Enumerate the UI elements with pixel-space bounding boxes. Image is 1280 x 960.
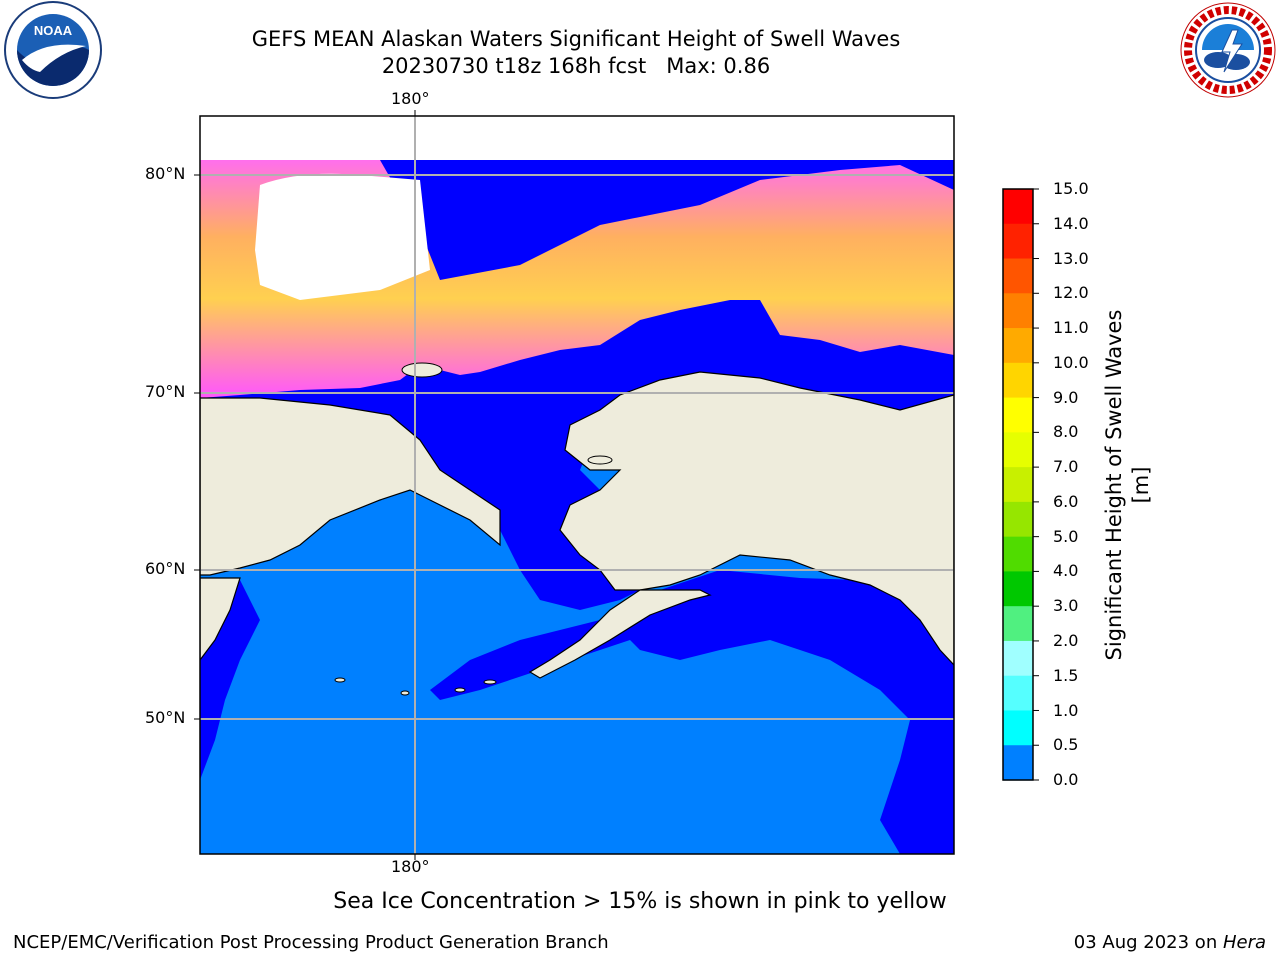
colorbar-segment: [1003, 223, 1033, 260]
colorbar-tick-label: 5.0: [1053, 526, 1079, 546]
sea-ice-note: Sea Ice Concentration > 15% is shown in …: [333, 889, 947, 914]
colorbar-tick-label: 9.0: [1053, 387, 1079, 407]
colorbar-tick-label: 13.0: [1053, 248, 1089, 268]
lat-label-60: 60°N: [145, 559, 186, 578]
colorbar-segment: [1003, 536, 1033, 573]
lat-label-70: 70°N: [145, 382, 186, 401]
colorbar-tick-label: 1.0: [1053, 700, 1079, 720]
land-st-lawrence: [587, 455, 613, 465]
colorbar: [1003, 188, 1039, 781]
colorbar-tick-label: 15.0: [1053, 179, 1089, 198]
max-label: Max: 0.86: [666, 54, 771, 78]
lat-label-50: 50°N: [145, 708, 186, 727]
colorbar-segment: [1003, 640, 1033, 677]
colorbar-segment: [1003, 293, 1033, 329]
credit-host: Hera: [1222, 932, 1266, 953]
credit-left: NCEP/EMC/Verification Post Processing Pr…: [13, 932, 609, 953]
colorbar-segment: [1003, 328, 1033, 364]
colorbar-segment: [1003, 745, 1033, 781]
colorbar-tick-label: 0.0: [1053, 770, 1079, 789]
colorbar-tick-label: 11.0: [1053, 318, 1089, 338]
noaa-wordmark: NOAA: [34, 23, 73, 38]
colorbar-tick-label: 8.0: [1053, 422, 1079, 442]
colorbar-segment: [1003, 710, 1033, 746]
chart-subtitle: 20230730 t18z 168h fcst Max: 0.86: [0, 53, 1152, 80]
colorbar-segment: [1003, 189, 1033, 225]
no-data-top: [200, 116, 954, 160]
colorbar-tick-label: 4.0: [1053, 561, 1079, 581]
lon-label-top: 180°: [391, 89, 430, 108]
colorbar-tick-label: 2.0: [1053, 630, 1079, 650]
colorbar-segment: [1003, 362, 1033, 399]
land-alaska-peninsula: [528, 589, 712, 679]
colorbar-tick-label: 0.5: [1053, 735, 1079, 755]
colorbar-tick-label: 12.0: [1053, 283, 1089, 303]
colorbar-tick-label: 1.5: [1053, 665, 1079, 685]
colorbar-label: Significant Height of Swell Waves [m]: [1102, 309, 1153, 661]
land-kamchatka: [200, 577, 241, 661]
credit-right: 03 Aug 2023 on Hera: [1074, 932, 1266, 953]
land-alaska: [559, 371, 954, 666]
colorbar-segment: [1003, 432, 1033, 468]
run-label: 20230730 t18z 168h fcst: [381, 54, 647, 78]
colorbar-segment: [1003, 675, 1033, 712]
chart-title: GEFS MEAN Alaskan Waters Significant Hei…: [251, 27, 901, 51]
colorbar-segment: [1003, 606, 1033, 642]
colorbar-segment: [1003, 467, 1033, 503]
map-border: [199, 115, 955, 855]
land-wrangel: [401, 362, 443, 378]
colorbar-border: [1002, 188, 1034, 781]
lat-label-80: 80°N: [145, 164, 186, 183]
colorbar-tick-label: 7.0: [1053, 457, 1079, 477]
credit-date: 03 Aug 2023 on: [1073, 932, 1223, 953]
colorbar-segment: [1003, 501, 1033, 538]
no-data-region: [255, 173, 430, 300]
ocean-low-gulf: [620, 570, 954, 854]
colorbar-segment: [1003, 397, 1033, 433]
land-chukotka: [200, 397, 501, 576]
colorbar-tick-label: 10.0: [1053, 352, 1089, 372]
colorbar-segment: [1003, 571, 1033, 607]
nws-logo: [1180, 2, 1276, 98]
colorbar-segment: [1003, 258, 1033, 294]
noaa-logo: NOAA: [4, 1, 102, 99]
colorbar-tick-label: 14.0: [1053, 213, 1089, 233]
graticule: [200, 116, 954, 854]
colorbar-tick-label: 6.0: [1053, 491, 1079, 511]
colorbar-tick-label: 3.0: [1053, 596, 1079, 616]
lon-label-bottom: 180°: [391, 857, 430, 876]
